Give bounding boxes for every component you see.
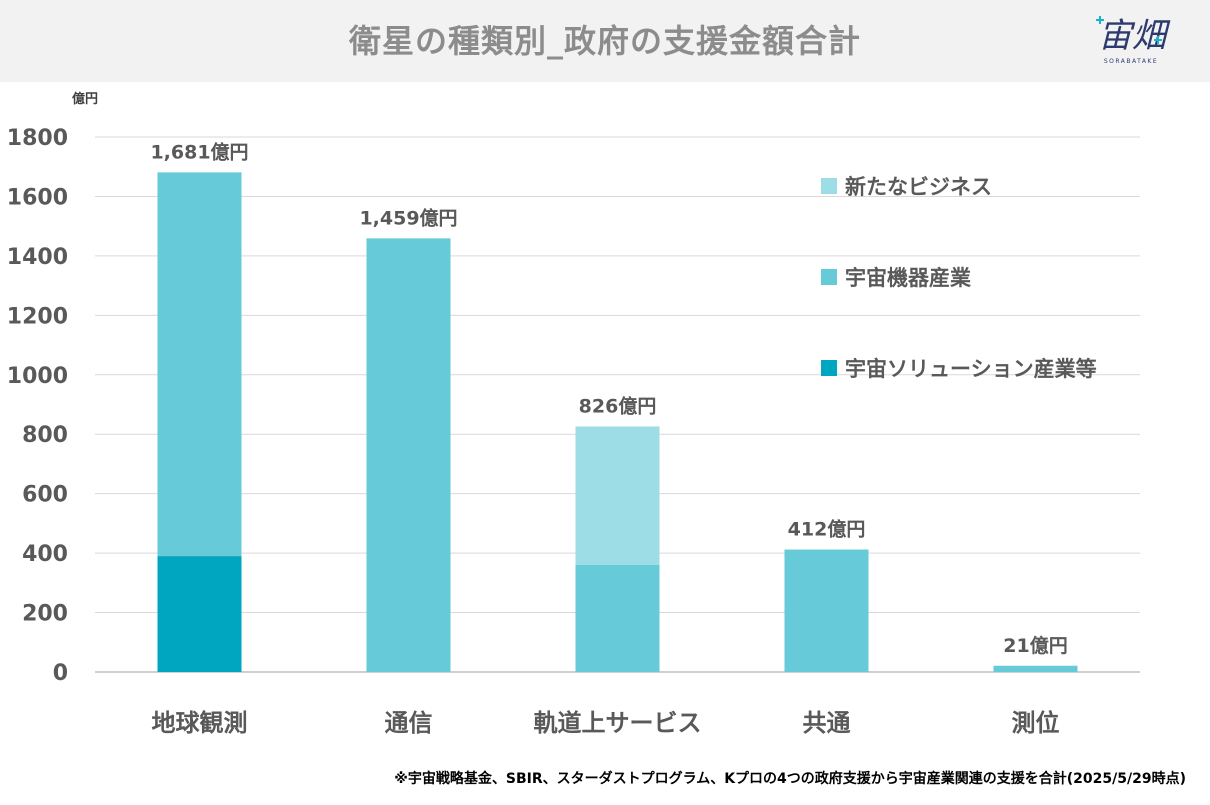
y-tick-label: 400: [22, 542, 68, 567]
bar-segment: [784, 549, 869, 672]
total-data-label: 21億円: [1003, 634, 1067, 657]
y-tick-label: 1200: [7, 304, 68, 329]
bar-segment: [575, 565, 660, 672]
sparkle-icon: [1154, 36, 1162, 44]
y-tick-label: 200: [22, 602, 68, 627]
x-tick-label: 地球観測: [152, 709, 248, 737]
bar-segment: [575, 426, 660, 565]
legend-label: 新たなビジネス: [845, 175, 992, 199]
legend-label: 宇宙ソリューション産業等: [845, 357, 1097, 381]
y-tick-label: 1600: [7, 185, 68, 210]
y-tick-label: 1000: [7, 364, 68, 389]
total-data-label: 412億円: [788, 518, 866, 541]
legend-swatch: [821, 360, 837, 376]
x-tick-label: 共通: [803, 709, 851, 737]
y-tick-label: 0: [53, 661, 68, 686]
bar-segment: [366, 238, 451, 672]
footnote: ※宇宙戦略基金、SBIR、スターダストプログラム、Kプロの4つの政府支援から宇宙…: [394, 771, 1186, 787]
sparkle-icon: [1096, 16, 1104, 24]
logo-subtext: SORABATAKE: [1103, 58, 1159, 65]
legend-swatch: [821, 178, 837, 194]
x-tick-label: 通信: [385, 709, 433, 737]
bar-segment: [157, 172, 242, 557]
header-bar: [0, 0, 1210, 82]
total-data-label: 1,681億円: [150, 140, 248, 163]
bar-segment: [993, 665, 1078, 672]
sorabatake-logo: 宙畑 SORABATAKE: [1088, 14, 1174, 70]
y-tick-label: 800: [22, 423, 68, 448]
legend-label: 宇宙機器産業: [845, 266, 972, 290]
bar-segment: [157, 556, 242, 672]
x-tick-label: 測位: [1012, 709, 1060, 737]
total-data-label: 1,459億円: [359, 206, 457, 229]
logo-text: 宙畑: [1098, 16, 1166, 56]
legend-swatch: [821, 269, 837, 285]
x-tick-label: 軌道上サービス: [534, 709, 702, 737]
y-tick-label: 1800: [7, 126, 68, 151]
chart-title: 衛星の種類別_政府の支援金額合計: [348, 22, 861, 60]
total-data-label: 826億円: [579, 394, 657, 417]
y-tick-label: 600: [22, 483, 68, 508]
y-tick-label: 1400: [7, 245, 68, 270]
y-axis-unit-label: 億円: [72, 92, 99, 107]
